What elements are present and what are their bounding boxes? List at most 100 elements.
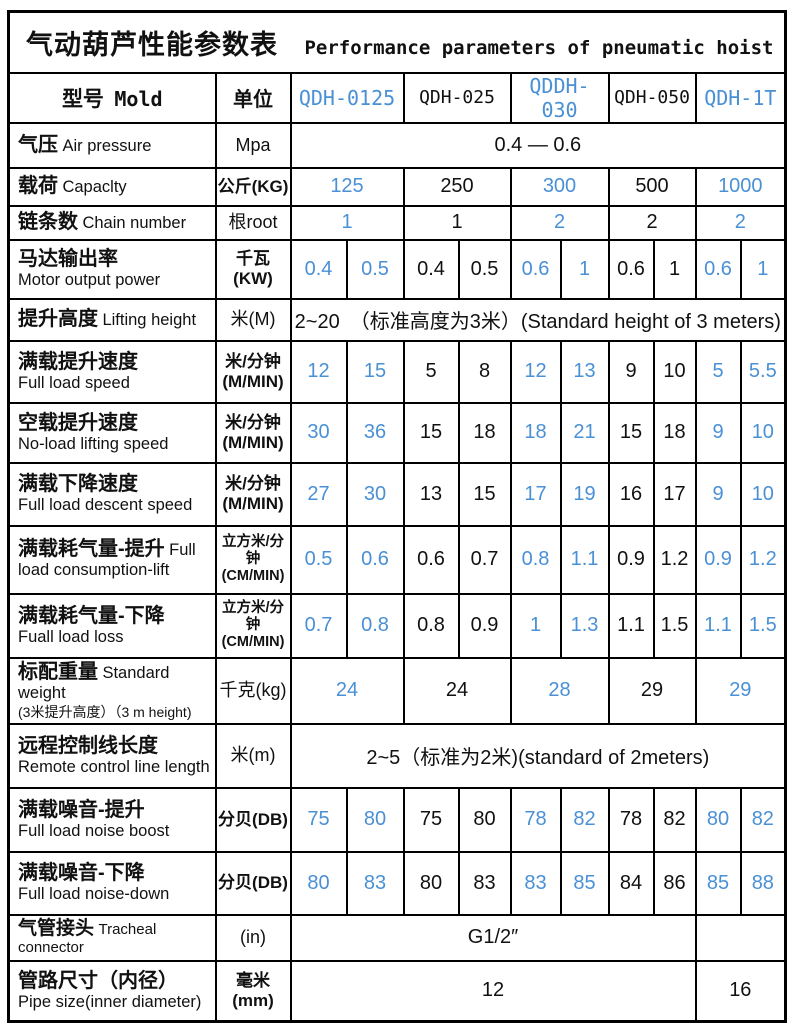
value-cell: 27 [289,461,348,527]
value-cell: 18 [509,401,562,464]
value-cell: 15 [607,401,655,464]
label-en: Standard weight [18,664,170,703]
value-cell: 9 [694,461,742,527]
label-zh: 满载耗气量-提升 [18,538,165,561]
unit-line2: (M/MIN) [222,371,284,391]
label-zh: 满载噪音-下降 [18,862,145,885]
row-label-pipe-size: 管路尺寸（内径） Pipe size(inner diameter) [7,959,217,1023]
value-cell: 28 [509,656,610,725]
unit-cell: 千瓦(KW) [214,238,292,300]
value-cell: 36 [345,401,405,464]
row-pipe-size: 管路尺寸（内径） Pipe size(inner diameter) 毫米(mm… [7,959,787,1023]
label-sub: (3米提升高度）（3 m height) [18,703,192,720]
label-en: Capaclty [62,178,127,196]
label-zh: 满载耗气量-下降 [18,604,165,627]
value-cell: 78 [607,786,655,853]
value-cell: 1.3 [559,592,610,659]
value-cell: 85 [694,850,742,916]
value-cell: 10 [739,401,787,464]
row-label-tracheal-connector: 气管接头 Tracheal connector [7,913,217,962]
value-cell: 2 [509,204,610,241]
label-zh: 管路尺寸（内径） [18,970,178,992]
value-cell: 15 [402,401,460,464]
unit-cell: 公斤(KG) [214,166,292,207]
value-cell: 83 [345,850,405,916]
model-header-qdh-1t: QDH-1T [694,71,787,124]
row-label-capacity: 载荷 Capaclty [7,166,217,207]
value-cell: 2 [694,204,787,241]
value-cell: 1 [289,204,405,241]
value-cell: 0.6 [345,524,405,595]
value-cell: 1 [652,238,697,300]
value-cell: 8 [457,339,512,404]
value-cell: 1.5 [652,592,697,659]
value-cell: 1.1 [694,592,742,659]
value-cell: 1 [559,238,610,300]
value-cell: 19 [559,461,610,527]
label-en: Full load consumption-lift [18,541,196,580]
value-cell: 0.9 [457,592,512,659]
model-header-qdh-050: QDH-050 [607,71,697,124]
value-cell-empty [694,913,787,962]
unit-cell: 米/分钟 (M/MIN) [214,401,292,464]
spec-sheet: 气动葫芦性能参数表 Performance parameters of pneu… [7,10,788,1023]
row-remote-control: 远程控制线长度 Remote control line length 米(m) … [7,722,787,789]
value-cell: 29 [607,656,697,725]
value-cell: 83 [509,850,562,916]
row-label-noise-down: 满载噪音-下降 Full load noise-down [7,850,217,916]
title-zh: 气动葫芦性能参数表 [26,29,278,60]
value-cell: 1.5 [739,592,787,659]
value-cell: 15 [457,461,512,527]
row-capacity: 载荷 Capaclty 公斤(KG) 125 250 300 500 1000 [7,166,787,207]
label-zh: 满载下降速度 [18,473,138,496]
label-en: Motor output power [18,271,161,290]
value-cell: 30 [289,401,348,464]
row-chain-number: 链条数 Chain number 根root 1 1 2 2 2 [7,204,787,241]
unit-cell: 千克(kg) [214,656,292,725]
value-cell: 2~5（标准为2米)(standard of 2meters) [289,722,787,789]
row-label-air-pressure: 气压 Air pressure [7,121,217,169]
value-cell: 0.6 [607,238,655,300]
unit-line2: (M/MIN) [222,432,284,452]
title-en: Performance parameters of pneumatic hois… [304,36,774,59]
value-cell: 29 [694,656,787,725]
value-cell: 0.6 [509,238,562,300]
unit-line1: 米/分钟 [225,474,281,494]
value-cell: 1.2 [739,524,787,595]
unit-cell: Mpa [214,121,292,169]
value-cell: 2~20 （标准高度为3米）(Standard height of 3 mete… [289,297,787,342]
label-en: Pipe size(inner diameter) [18,993,202,1011]
unit-cell: 米(m) [214,722,292,789]
label-en: No-load lifting speed [18,434,169,453]
unit-cell: 米/分钟 (M/MIN) [214,339,292,404]
label-zh: 满载提升速度 [18,350,138,373]
value-cell: 10 [739,461,787,527]
value-cell: 16 [694,959,787,1023]
value-cell: 5 [694,339,742,404]
label-en: Fuall load loss [18,627,124,646]
row-noise-boost: 满载噪音-提升 Full load noise boost 分贝(DB) 75 … [7,786,787,853]
unit-line2: (M/MIN) [222,494,284,513]
title-row: 气动葫芦性能参数表 Performance parameters of pneu… [7,10,787,74]
row-load-loss: 满载耗气量-下降 Fuall load loss 立方米/分 钟(CM/MIN)… [7,592,787,659]
label-en: Full load noise boost [18,821,170,840]
unit-column-header: 单位 [214,71,292,124]
value-cell: 0.8 [402,592,460,659]
value-cell: 13 [559,339,610,404]
value-cell: 0.7 [457,524,512,595]
value-cell: 24 [289,656,405,725]
row-label-chain-number: 链条数 Chain number [7,204,217,241]
value-cell: 0.4 [402,238,460,300]
label-en: Full load descent speed [18,496,193,515]
value-cell: 78 [509,786,562,853]
value-cell: 9 [607,339,655,404]
row-noise-down: 满载噪音-下降 Full load noise-down 分贝(DB) 80 8… [7,850,787,916]
model-header-qdh-0125: QDH-0125 [289,71,405,124]
value-cell: 13 [402,461,460,527]
row-label-lifting-height: 提升高度 Lifting height [7,297,217,342]
value-cell: 300 [509,166,610,207]
unit-cell: 米/分钟 (M/MIN) [214,461,292,527]
value-cell: 9 [694,401,742,464]
value-cell: 5 [402,339,460,404]
unit-line1: 米/分钟 [225,412,281,432]
